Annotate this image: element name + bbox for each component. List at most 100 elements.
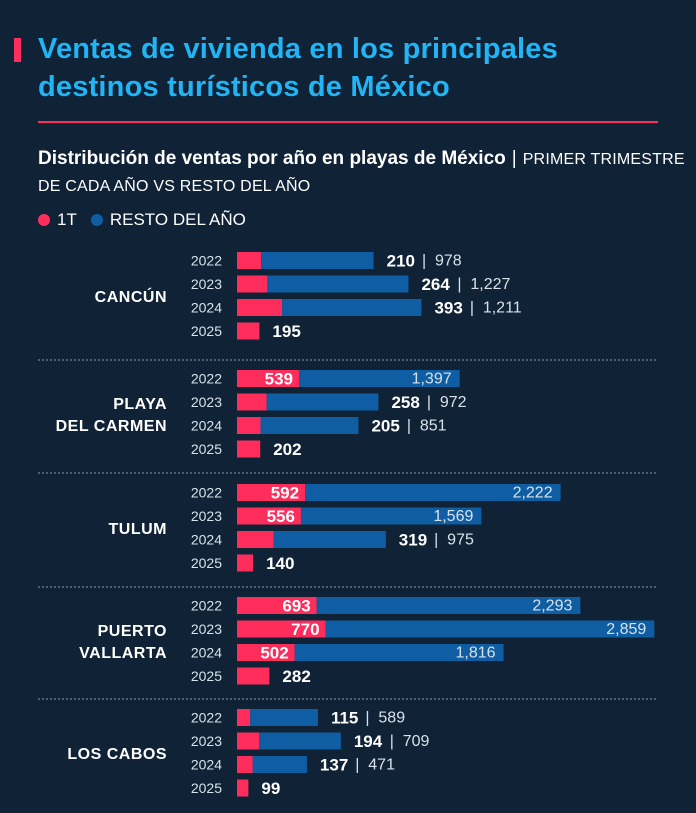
legend-swatch-q1 xyxy=(38,214,50,226)
value-label-rest: 2,222 xyxy=(513,485,553,502)
value-label-q1: 115 xyxy=(331,709,358,728)
value-label-rest: 1,227 xyxy=(470,276,510,293)
value-label-q1: 194 xyxy=(354,732,383,751)
chart-legend: 1T RESTO DEL AÑO xyxy=(38,209,260,231)
bar-q1 xyxy=(237,779,249,797)
bar-q1 xyxy=(237,393,267,411)
value-label-rest: 1,816 xyxy=(456,645,496,662)
value-label-q1: 195 xyxy=(272,322,300,341)
city-label: PLAYA xyxy=(113,396,167,413)
bar-q1 xyxy=(237,644,295,661)
value-label-rest: 2,859 xyxy=(606,621,646,638)
city-label: TULUM xyxy=(109,521,167,538)
year-label: 2024 xyxy=(191,532,222,548)
value-label-q1: 282 xyxy=(282,667,310,686)
value-label-q1: 202 xyxy=(273,440,301,459)
value-label-q1: 205 xyxy=(371,417,399,436)
value-label-q1: 210 xyxy=(387,252,415,271)
value-separator: | xyxy=(427,394,431,411)
year-label: 2023 xyxy=(191,733,222,749)
title-divider xyxy=(38,121,658,123)
value-separator: | xyxy=(457,276,461,293)
year-label: 2023 xyxy=(191,621,222,637)
bar-rest xyxy=(267,275,409,293)
page-title: Ventas de vivienda en los principales de… xyxy=(38,33,558,103)
value-label-rest: 851 xyxy=(420,418,447,435)
year-label: 2022 xyxy=(191,710,222,726)
value-separator: | xyxy=(390,733,394,750)
year-label: 2024 xyxy=(191,645,222,661)
value-label-q1: 393 xyxy=(434,299,462,318)
value-label-rest: 1,211 xyxy=(483,300,522,317)
bar-q1 xyxy=(237,667,270,685)
bar-rest xyxy=(252,756,307,773)
year-label: 2025 xyxy=(191,441,222,457)
bar-rest xyxy=(316,597,581,614)
legend-label-rest: RESTO DEL AÑO xyxy=(109,210,246,229)
year-label: 2024 xyxy=(191,300,222,316)
title-accent-bar xyxy=(14,38,21,62)
city-label: CANCÚN xyxy=(95,287,167,306)
city-label: PUERTO xyxy=(98,623,167,640)
city-label: VALLARTA xyxy=(79,645,167,662)
bar-q1 xyxy=(237,299,283,316)
value-label-rest: 2,293 xyxy=(532,598,572,615)
year-label: 2025 xyxy=(191,323,222,339)
bar-rest xyxy=(305,484,561,501)
value-separator: | xyxy=(365,710,369,727)
bar-q1 xyxy=(237,440,261,458)
bar-q1 xyxy=(237,507,301,525)
bar-rest xyxy=(250,709,318,726)
value-label-q1: 693 xyxy=(282,597,310,616)
bar-rest xyxy=(325,620,655,638)
bar-q1 xyxy=(237,252,262,269)
value-label-q1: 502 xyxy=(260,644,288,663)
year-label: 2023 xyxy=(191,394,222,410)
value-label-rest: 975 xyxy=(447,532,474,549)
value-label-rest: 589 xyxy=(378,710,405,727)
value-label-q1: 556 xyxy=(267,507,295,526)
bar-q1 xyxy=(237,275,268,293)
value-label-rest: 709 xyxy=(403,733,430,750)
legend-item-rest: RESTO DEL AÑO xyxy=(90,209,246,231)
value-label-q1: 264 xyxy=(421,275,450,294)
bar-q1 xyxy=(237,597,317,614)
value-separator: | xyxy=(422,253,426,270)
chart-subtitle: Distribución de ventas por año en playas… xyxy=(38,146,688,200)
bar-rest xyxy=(300,507,482,525)
value-label-q1: 770 xyxy=(291,620,319,639)
bar-q1 xyxy=(237,370,299,387)
bar-q1 xyxy=(237,417,261,434)
year-label: 2025 xyxy=(191,780,222,796)
bar-rest xyxy=(294,644,504,661)
value-label-q1: 137 xyxy=(320,756,348,775)
legend-swatch-rest xyxy=(90,214,103,226)
year-label: 2024 xyxy=(191,418,222,434)
bar-q1 xyxy=(237,531,274,548)
value-separator: | xyxy=(470,300,474,317)
value-label-q1: 99 xyxy=(261,779,280,798)
bar-q1 xyxy=(237,322,260,340)
year-label: 2022 xyxy=(191,371,222,387)
value-label-q1: 539 xyxy=(265,370,293,389)
value-separator: | xyxy=(407,418,411,435)
value-label-q1: 319 xyxy=(399,531,427,550)
subtitle-note: PRIMER TRIMESTRE DE CADA AÑO VS RESTO DE… xyxy=(38,151,685,195)
value-label-q1: 258 xyxy=(391,393,419,412)
year-label: 2022 xyxy=(191,485,222,501)
bar-rest xyxy=(273,531,386,548)
bar-rest xyxy=(259,732,341,750)
value-label-q1: 140 xyxy=(266,554,294,573)
year-label: 2023 xyxy=(191,508,222,524)
year-label: 2023 xyxy=(191,276,222,292)
value-label-rest: 972 xyxy=(440,394,467,411)
bar-rest xyxy=(260,417,359,434)
subtitle-main: Distribución de ventas por año en playas… xyxy=(38,148,506,169)
year-label: 2024 xyxy=(191,757,222,773)
legend-label-q1: 1T xyxy=(57,210,77,229)
bar-q1 xyxy=(237,620,326,638)
year-label: 2022 xyxy=(191,598,222,614)
value-label-rest: 978 xyxy=(435,253,462,270)
year-label: 2025 xyxy=(191,668,222,684)
